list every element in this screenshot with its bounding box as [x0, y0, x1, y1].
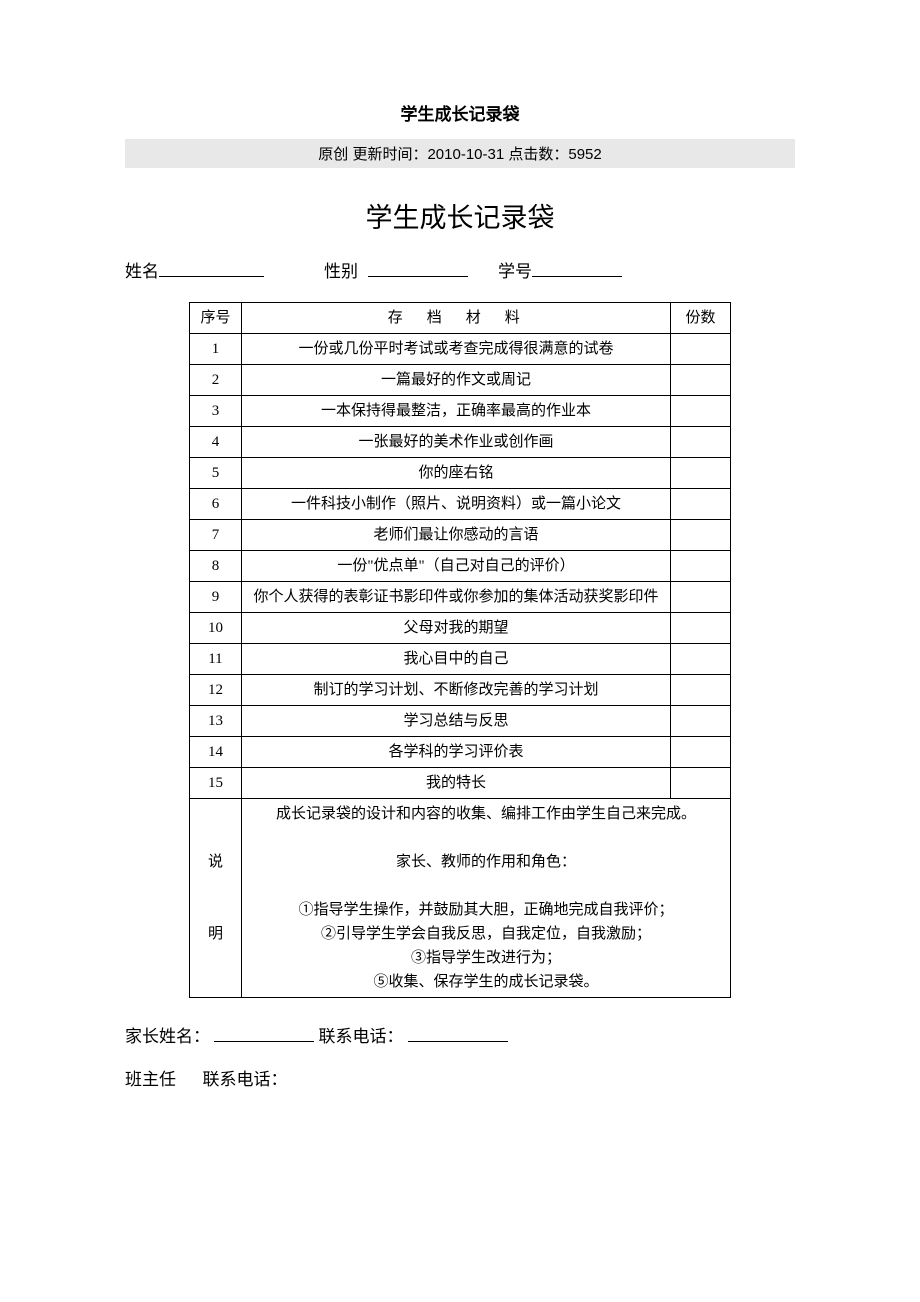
- row-desc: 父母对我的期望: [241, 613, 670, 644]
- notes-line: ①指导学生操作，并鼓励其大胆，正确地完成自我评价；: [246, 898, 726, 922]
- header-num: 序号: [190, 303, 242, 334]
- row-num: 3: [190, 396, 242, 427]
- row-num: 1: [190, 334, 242, 365]
- row-qty: [671, 613, 731, 644]
- row-qty: [671, 489, 731, 520]
- row-qty: [671, 768, 731, 799]
- main-title: 学生成长记录袋: [125, 196, 795, 235]
- row-num: 8: [190, 551, 242, 582]
- row-qty: [671, 520, 731, 551]
- row-qty: [671, 551, 731, 582]
- teacher-phone-label: 联系电话：: [203, 1070, 288, 1089]
- notes-row: 说 明 成长记录袋的设计和内容的收集、编排工作由学生自己来完成。 家长、教师的作…: [190, 799, 731, 998]
- row-desc: 一件科技小制作（照片、说明资料）或一篇小论文: [241, 489, 670, 520]
- row-desc: 制订的学习计划、不断修改完善的学习计划: [241, 675, 670, 706]
- notes-line: 家长、教师的作用和角色：: [246, 850, 726, 874]
- parent-info-line: 家长姓名： 联系电话：: [125, 1022, 795, 1047]
- row-desc: 一篇最好的作文或周记: [241, 365, 670, 396]
- table-row: 12 制订的学习计划、不断修改完善的学习计划: [190, 675, 731, 706]
- notes-label: 说 明: [190, 799, 242, 998]
- row-desc: 老师们最让你感动的言语: [241, 520, 670, 551]
- notes-line: 成长记录袋的设计和内容的收集、编排工作由学生自己来完成。: [246, 802, 726, 826]
- name-blank: [159, 260, 264, 277]
- notes-line: [246, 826, 726, 850]
- table-row: 5 你的座右铭: [190, 458, 731, 489]
- row-num: 2: [190, 365, 242, 396]
- row-num: 13: [190, 706, 242, 737]
- table-row: 1 一份或几份平时考试或考查完成得很满意的试卷: [190, 334, 731, 365]
- teacher-label: 班主任: [125, 1070, 176, 1089]
- header-desc: 存 档 材 料: [241, 303, 670, 334]
- notes-content: 成长记录袋的设计和内容的收集、编排工作由学生自己来完成。 家长、教师的作用和角色…: [241, 799, 730, 998]
- row-qty: [671, 365, 731, 396]
- table-row: 3 一本保持得最整洁，正确率最高的作业本: [190, 396, 731, 427]
- row-desc: 一份或几份平时考试或考查完成得很满意的试卷: [241, 334, 670, 365]
- notes-line: ⑤收集、保存学生的成长记录袋。: [246, 970, 726, 994]
- parent-phone-label: 联系电话：: [319, 1027, 404, 1046]
- row-desc: 你的座右铭: [241, 458, 670, 489]
- row-qty: [671, 458, 731, 489]
- row-qty: [671, 427, 731, 458]
- parent-name-label: 家长姓名：: [125, 1027, 210, 1046]
- notes-line: [246, 874, 726, 898]
- row-num: 11: [190, 644, 242, 675]
- row-desc: 我心目中的自己: [241, 644, 670, 675]
- table-row: 9 你个人获得的表彰证书影印件或你参加的集体活动获奖影印件: [190, 582, 731, 613]
- row-desc: 各学科的学习评价表: [241, 737, 670, 768]
- row-desc: 一份"优点单"（自己对自己的评价）: [241, 551, 670, 582]
- table-row: 8 一份"优点单"（自己对自己的评价）: [190, 551, 731, 582]
- row-desc: 我的特长: [241, 768, 670, 799]
- meta-bar: 原创 更新时间：2010-10-31 点击数：5952: [125, 139, 795, 168]
- table-row: 13 学习总结与反思: [190, 706, 731, 737]
- row-num: 4: [190, 427, 242, 458]
- row-desc: 一张最好的美术作业或创作画: [241, 427, 670, 458]
- table-row: 2 一篇最好的作文或周记: [190, 365, 731, 396]
- row-qty: [671, 334, 731, 365]
- records-table: 序号 存 档 材 料 份数 1 一份或几份平时考试或考查完成得很满意的试卷 2 …: [189, 302, 731, 998]
- row-qty: [671, 675, 731, 706]
- row-num: 9: [190, 582, 242, 613]
- row-num: 5: [190, 458, 242, 489]
- table-row: 4 一张最好的美术作业或创作画: [190, 427, 731, 458]
- table-row: 7 老师们最让你感动的言语: [190, 520, 731, 551]
- parent-phone-blank: [408, 1025, 508, 1042]
- table-row: 15 我的特长: [190, 768, 731, 799]
- id-blank: [532, 260, 622, 277]
- row-num: 15: [190, 768, 242, 799]
- notes-line: ③指导学生改进行为；: [246, 946, 726, 970]
- row-num: 14: [190, 737, 242, 768]
- row-desc: 你个人获得的表彰证书影印件或你参加的集体活动获奖影印件: [241, 582, 670, 613]
- doc-title: 学生成长记录袋: [125, 100, 795, 125]
- row-num: 7: [190, 520, 242, 551]
- parent-name-blank: [214, 1025, 314, 1042]
- row-desc: 学习总结与反思: [241, 706, 670, 737]
- table-row: 6 一件科技小制作（照片、说明资料）或一篇小论文: [190, 489, 731, 520]
- row-num: 12: [190, 675, 242, 706]
- row-qty: [671, 644, 731, 675]
- row-qty: [671, 706, 731, 737]
- table-header-row: 序号 存 档 材 料 份数: [190, 303, 731, 334]
- id-label: 学号: [498, 257, 532, 282]
- row-num: 10: [190, 613, 242, 644]
- name-label: 姓名: [125, 257, 159, 282]
- header-qty: 份数: [671, 303, 731, 334]
- notes-line: ②引导学生学会自我反思，自我定位，自我激励；: [246, 922, 726, 946]
- row-desc: 一本保持得最整洁，正确率最高的作业本: [241, 396, 670, 427]
- table-row: 14 各学科的学习评价表: [190, 737, 731, 768]
- notes-label-bottom: 明: [194, 922, 237, 946]
- row-qty: [671, 737, 731, 768]
- table-row: 11 我心目中的自己: [190, 644, 731, 675]
- notes-label-top: 说: [194, 850, 237, 874]
- teacher-info-line: 班主任 联系电话：: [125, 1065, 795, 1090]
- sex-blank: [368, 260, 468, 277]
- row-num: 6: [190, 489, 242, 520]
- sex-label: 性别: [324, 257, 358, 282]
- student-info-line: 姓名 性别 学号: [125, 257, 795, 282]
- row-qty: [671, 396, 731, 427]
- row-qty: [671, 582, 731, 613]
- table-row: 10 父母对我的期望: [190, 613, 731, 644]
